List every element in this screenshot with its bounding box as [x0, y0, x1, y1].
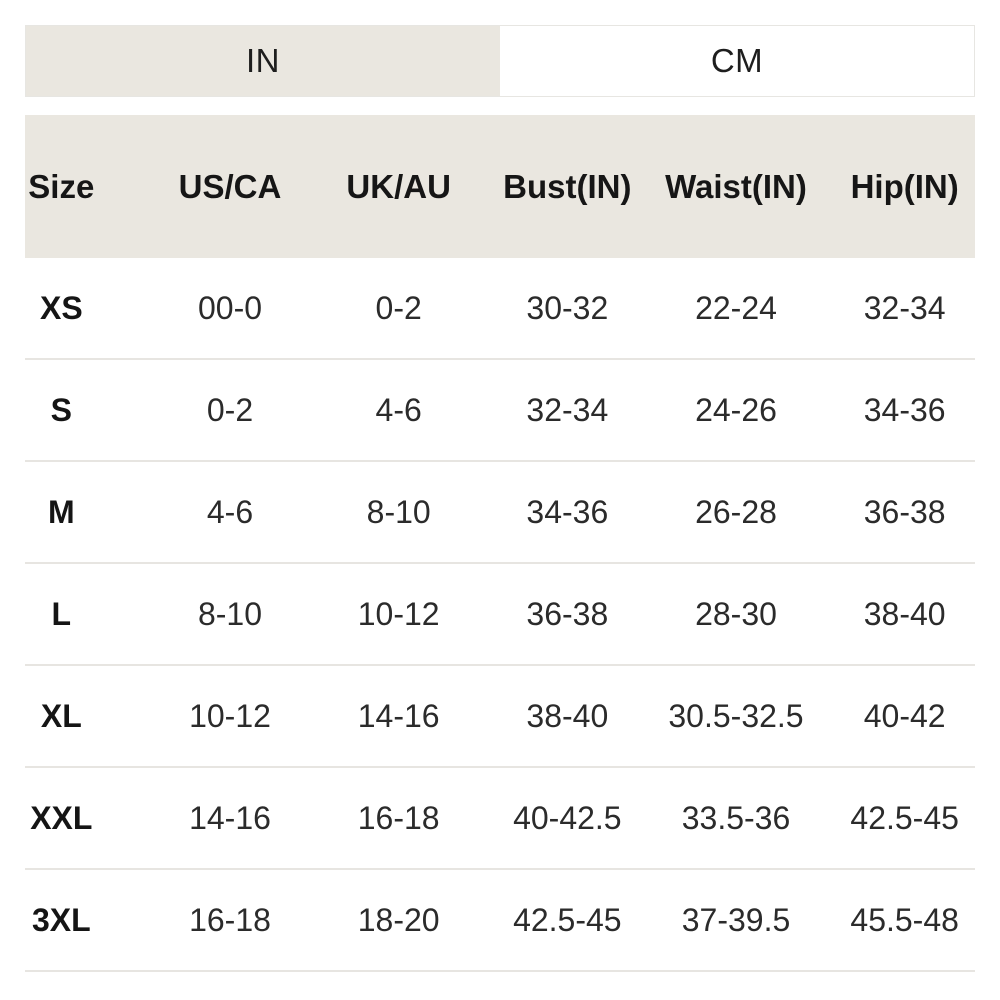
size-guide-panel: IN CM Size US/CA UK/AU Bust(IN) Waist(IN…: [25, 25, 975, 972]
header-cell-uk-au: UK/AU: [346, 167, 451, 205]
measurement-cell: 16-18: [357, 799, 440, 836]
measurement-cell: 28-30: [695, 595, 777, 632]
size-label-cell: M: [48, 493, 75, 530]
size-label-cell: L: [51, 595, 72, 632]
measurement-cell: 10-12: [357, 595, 440, 632]
row-grid: L 8-10 10-12 36-38 28-30 38-40: [0, 564, 989, 664]
measurement-cell: 30-32: [526, 289, 609, 326]
table-row-m: M 4-6 8-10 34-36 26-28 36-38: [25, 462, 975, 564]
measurement-cell: 34-36: [863, 391, 946, 428]
measurement-cell: 00-0: [197, 289, 263, 326]
measurement-cell: 36-38: [526, 595, 609, 632]
measurement-cell: 45.5-48: [850, 901, 959, 938]
row-grid: 3XL 16-18 18-20 42.5-45 37-39.5 45.5-48: [0, 870, 989, 970]
row-grid: M 4-6 8-10 34-36 26-28 36-38: [0, 462, 989, 562]
table-row-3xl: 3XL 16-18 18-20 42.5-45 37-39.5 45.5-48: [25, 870, 975, 972]
measurement-cell: 38-40: [526, 697, 609, 734]
table-row-s: S 0-2 4-6 32-34 24-26 34-36: [25, 360, 975, 462]
measurement-cell: 10-12: [189, 697, 271, 734]
row-grid: XS 00-0 0-2 30-32 22-24 32-34: [0, 258, 989, 358]
measurement-cell: 4-6: [206, 493, 254, 530]
unit-toggle: IN CM: [25, 25, 975, 97]
measurement-cell: 40-42: [863, 697, 946, 734]
measurement-cell: 37-39.5: [681, 901, 791, 938]
size-table: Size US/CA UK/AU Bust(IN) Waist(IN) Hip(…: [25, 115, 975, 972]
measurement-cell: 14-16: [189, 799, 271, 836]
unit-tab-cm[interactable]: CM: [500, 26, 974, 96]
row-grid: S 0-2 4-6 32-34 24-26 34-36: [0, 360, 989, 460]
measurement-cell: 22-24: [695, 289, 777, 326]
size-label-cell: XL: [40, 697, 82, 734]
header-cell-bust: Bust(IN): [503, 167, 632, 205]
measurement-cell: 24-26: [695, 391, 777, 428]
size-label-cell: XS: [39, 289, 83, 326]
measurement-cell: 42.5-45: [850, 799, 959, 836]
unit-tab-in-label: IN: [246, 42, 280, 79]
unit-tab-cm-label: CM: [710, 42, 764, 79]
size-label-cell: S: [50, 391, 72, 428]
measurement-cell: 16-18: [189, 901, 271, 938]
header-grid: Size US/CA UK/AU Bust(IN) Waist(IN) Hip(…: [25, 115, 975, 258]
measurement-cell: 32-34: [863, 289, 946, 326]
measurement-cell: 0-2: [375, 289, 422, 326]
measurement-cell: 36-38: [863, 493, 946, 530]
row-grid: XXL 14-16 16-18 40-42.5 33.5-36 42.5-45: [0, 768, 989, 868]
size-label-cell: XXL: [30, 799, 93, 836]
header-cell-waist: Waist(IN): [665, 167, 807, 205]
table-row-xl: XL 10-12 14-16 38-40 30.5-32.5 40-42: [25, 666, 975, 768]
measurement-cell: 32-34: [526, 391, 609, 428]
measurement-cell: 18-20: [357, 901, 440, 938]
measurement-cell: 30.5-32.5: [668, 697, 804, 734]
size-label-cell: 3XL: [31, 901, 91, 938]
table-row-l: L 8-10 10-12 36-38 28-30 38-40: [25, 564, 975, 666]
measurement-cell: 0-2: [206, 391, 254, 428]
header-cell-size: Size: [28, 167, 95, 205]
unit-tab-in[interactable]: IN: [26, 26, 500, 96]
measurement-cell: 42.5-45: [513, 901, 622, 938]
table-row-xxl: XXL 14-16 16-18 40-42.5 33.5-36 42.5-45: [25, 768, 975, 870]
measurement-cell: 26-28: [695, 493, 777, 530]
measurement-cell: 40-42.5: [513, 799, 622, 836]
measurement-cell: 34-36: [526, 493, 609, 530]
measurement-cell: 33.5-36: [681, 799, 791, 836]
header-cell-us-ca: US/CA: [178, 167, 282, 205]
measurement-cell: 38-40: [863, 595, 946, 632]
measurement-cell: 4-6: [375, 391, 422, 428]
header-cell-hip: Hip(IN): [850, 167, 959, 205]
row-grid: XL 10-12 14-16 38-40 30.5-32.5 40-42: [0, 666, 989, 766]
measurement-cell: 8-10: [366, 493, 431, 530]
table-row-xs: XS 00-0 0-2 30-32 22-24 32-34: [25, 258, 975, 360]
size-table-header-row: Size US/CA UK/AU Bust(IN) Waist(IN) Hip(…: [25, 115, 975, 258]
measurement-cell: 14-16: [357, 697, 440, 734]
measurement-cell: 8-10: [197, 595, 263, 632]
